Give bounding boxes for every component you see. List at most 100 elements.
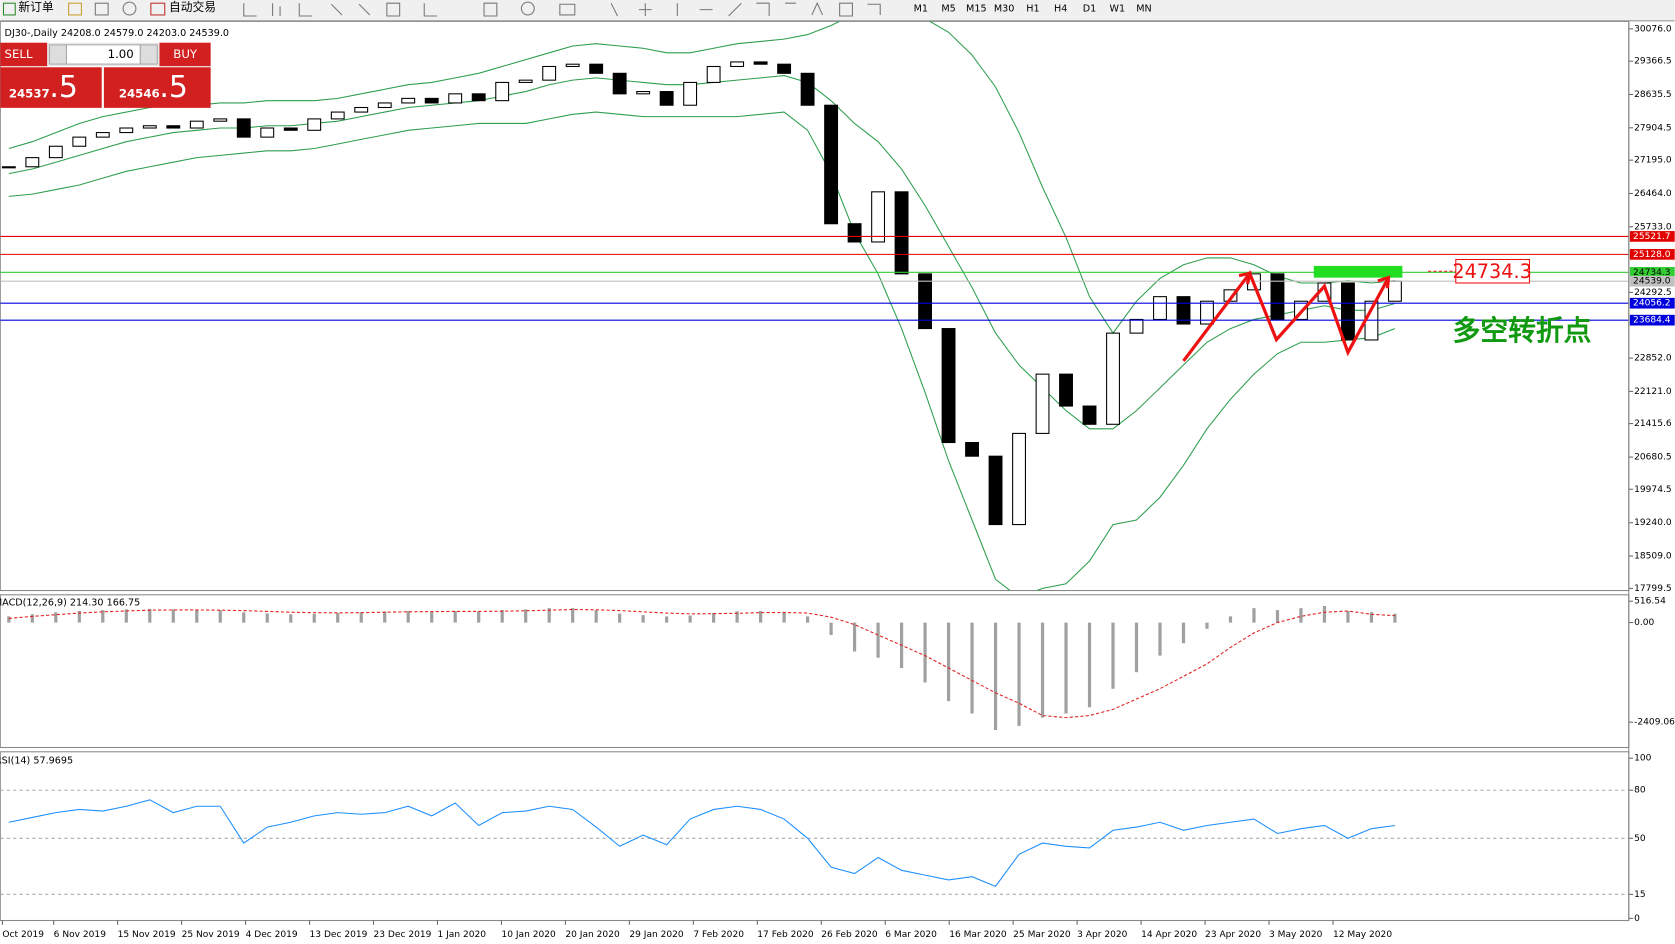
y-tick-label: 17799.5 xyxy=(1634,584,1671,594)
candle xyxy=(330,111,345,120)
toolbar-icons xyxy=(2,1,881,17)
toolbar-button[interactable]: 新订单 xyxy=(18,0,53,14)
sell-button[interactable] xyxy=(0,42,48,67)
x-tick-label: 3 May 2020 xyxy=(1269,930,1323,940)
x-tick-label: Oct 2019 xyxy=(2,930,44,940)
candle xyxy=(25,157,40,168)
candle xyxy=(1,166,16,169)
candle xyxy=(189,120,204,129)
x-tick-label: 6 Nov 2019 xyxy=(54,930,107,940)
buy-label[interactable]: BUY xyxy=(173,47,198,61)
candle xyxy=(1012,432,1026,526)
x-tick-label: 25 Mar 2020 xyxy=(1013,930,1071,940)
level-label-box xyxy=(1629,275,1675,287)
level-label-box xyxy=(1629,249,1675,260)
price-pane xyxy=(0,20,1630,592)
timeframe-button[interactable]: M30 xyxy=(994,4,1015,15)
rsi-plot xyxy=(0,789,1629,895)
candle xyxy=(753,61,768,65)
timeframe-button[interactable]: D1 xyxy=(1083,4,1097,15)
candle xyxy=(730,61,745,68)
rsi-line xyxy=(8,799,1396,887)
level-label-box xyxy=(1629,231,1675,242)
level-label-box xyxy=(1629,266,1675,278)
x-tick-label: 26 Feb 2020 xyxy=(821,930,878,940)
y-tick-label: 21415.6 xyxy=(1634,419,1672,429)
bollinger-band xyxy=(8,111,1396,591)
sell-label[interactable]: SELL xyxy=(5,47,33,61)
candle xyxy=(777,63,792,74)
annotation-label: 24734.3 xyxy=(1452,260,1531,283)
toolbar xyxy=(0,0,1675,21)
y-tick-label: 28635.5 xyxy=(1634,90,1671,100)
bollinger-band xyxy=(8,21,1395,335)
candle xyxy=(1106,332,1120,425)
y-tick-label: 22121.0 xyxy=(1634,387,1672,397)
x-tick-label: 12 May 2020 xyxy=(1333,930,1392,940)
candle xyxy=(48,145,63,159)
candle xyxy=(95,132,110,138)
x-tick-label: 6 Mar 2020 xyxy=(885,930,937,940)
sell-price[interactable] xyxy=(0,67,102,108)
volume[interactable]: 1.00 xyxy=(108,47,134,61)
candle xyxy=(965,441,979,457)
timeframe-button[interactable]: M5 xyxy=(941,4,955,15)
candle xyxy=(424,97,439,104)
timeframe-button[interactable]: MN xyxy=(1136,4,1151,15)
y-tick-label: 26464.0 xyxy=(1634,189,1672,199)
y-tick-label: 15 xyxy=(1634,890,1646,900)
x-tick-label: 16 Mar 2020 xyxy=(949,930,1007,940)
y-tick-label: 19240.0 xyxy=(1634,518,1672,528)
candle xyxy=(706,65,721,83)
level-label: 25521.7 xyxy=(1633,232,1670,242)
level-label: 24539.0 xyxy=(1633,277,1671,287)
macd-pane xyxy=(0,594,1630,749)
toolbar-button[interactable]: 自动交易 xyxy=(169,0,216,14)
volume-input[interactable] xyxy=(65,44,141,65)
candle xyxy=(871,191,886,243)
candle xyxy=(119,127,134,134)
y-tick-label: 50 xyxy=(1634,834,1646,844)
y-tick-label: 80 xyxy=(1634,786,1646,796)
timeframe-bar: M1 M5 M15 M30 H1 H4 D1 W1 MN xyxy=(914,4,1152,15)
y-tick-label: 30076.0 xyxy=(1634,24,1672,34)
candle xyxy=(1129,318,1144,334)
candle xyxy=(941,328,956,444)
candle xyxy=(377,102,392,109)
ask-pips: .5 xyxy=(159,70,188,105)
signal-line xyxy=(8,609,1395,719)
candle xyxy=(471,93,486,102)
candle xyxy=(448,93,463,104)
annotation-box xyxy=(1455,258,1531,284)
buy-button[interactable] xyxy=(159,42,211,67)
candle xyxy=(213,118,228,122)
candle xyxy=(354,106,369,113)
x-tick-label: 15 Nov 2019 xyxy=(118,930,176,940)
candle xyxy=(1153,296,1167,320)
timeframe-button[interactable]: H1 xyxy=(1026,4,1039,15)
candle xyxy=(542,65,557,81)
timeframe-button[interactable]: M15 xyxy=(966,4,987,15)
y-tick-label: 29366.5 xyxy=(1634,57,1671,67)
rsi-pane xyxy=(0,751,1630,922)
x-tick-label: 17 Feb 2020 xyxy=(757,930,814,940)
y-tick-label: 24292.5 xyxy=(1634,288,1671,298)
candle xyxy=(401,97,416,104)
x-tick-label: 29 Jan 2020 xyxy=(629,930,684,940)
candle xyxy=(236,118,251,138)
candle xyxy=(1387,280,1402,302)
timeframe-button[interactable]: W1 xyxy=(1109,4,1125,15)
buy-price[interactable] xyxy=(103,67,211,108)
annotation-text: 多空转折点 xyxy=(1453,314,1592,347)
timeframe-button[interactable]: M1 xyxy=(914,4,928,15)
macd-plot xyxy=(7,606,1397,731)
timeframe-button[interactable]: H4 xyxy=(1054,4,1067,15)
candle xyxy=(260,127,275,138)
highlight-zone xyxy=(1313,265,1403,278)
x-tick-label: 4 Dec 2019 xyxy=(246,930,298,940)
level-label: 25128.0 xyxy=(1633,250,1671,260)
y-tick-label: 0 xyxy=(1634,914,1640,924)
indicator-title: RSI(14) 57.9695 xyxy=(0,755,73,766)
candle xyxy=(1035,373,1050,434)
